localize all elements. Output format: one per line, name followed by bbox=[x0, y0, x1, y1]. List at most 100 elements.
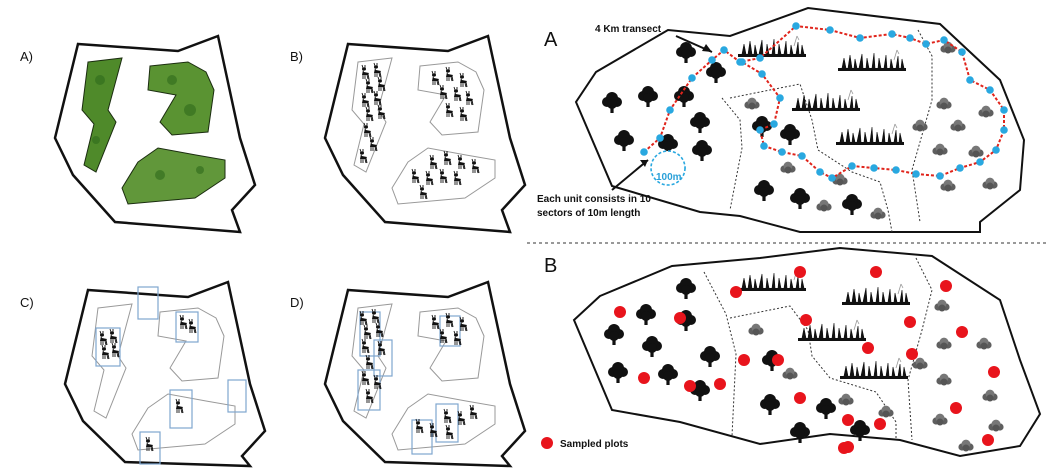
waypoint-dot bbox=[640, 148, 648, 156]
waypoint-dot bbox=[848, 162, 856, 170]
waypoint-dot bbox=[870, 164, 878, 172]
sampled-plots bbox=[614, 266, 1000, 454]
unit-arrow bbox=[611, 159, 649, 191]
sampled-plot-marker bbox=[874, 418, 886, 430]
sampled-plot-marker bbox=[714, 378, 726, 390]
map-b-label: B bbox=[544, 255, 557, 277]
scale-label: 100m bbox=[656, 172, 682, 183]
sampling-box bbox=[357, 311, 461, 455]
map-a: A 100m 4 Km transect bbox=[537, 6, 1026, 233]
sampling-box bbox=[95, 286, 247, 465]
sampled-plot-marker bbox=[842, 441, 854, 453]
panel-c: C) bbox=[20, 280, 267, 468]
waypoint-dot bbox=[906, 34, 914, 42]
sampled-plot-marker bbox=[842, 414, 854, 426]
sampled-plot-marker bbox=[800, 314, 812, 326]
sampled-plot-marker bbox=[862, 342, 874, 354]
unit-label-line2: sectors of 10m length bbox=[537, 208, 640, 219]
panel-c-label: C) bbox=[20, 295, 34, 310]
panel-d: D) bbox=[290, 280, 527, 468]
sampled-plot-marker bbox=[956, 326, 968, 338]
waypoint-dot bbox=[708, 56, 716, 64]
sampled-plot-marker bbox=[684, 380, 696, 392]
panel-a-label: A) bbox=[20, 49, 33, 64]
habitat-divider bbox=[729, 305, 897, 440]
panel-a: A) bbox=[20, 34, 257, 234]
waypoint-dot bbox=[758, 70, 766, 78]
forest-patch bbox=[121, 147, 226, 205]
map-b: B Sampled plots bbox=[541, 246, 1042, 458]
waypoint-dot bbox=[656, 134, 664, 142]
habitat-divider bbox=[721, 97, 743, 211]
landscape-boundary bbox=[574, 6, 1026, 233]
sampled-plot-marker bbox=[906, 348, 918, 360]
habitat-divider bbox=[729, 83, 893, 233]
sampled-plot-marker bbox=[614, 306, 626, 318]
waypoint-dot bbox=[738, 58, 746, 66]
waypoint-dot bbox=[666, 106, 674, 114]
waypoint-dot bbox=[826, 26, 834, 34]
sampled-plot-marker bbox=[674, 312, 686, 324]
transect-label: 4 Km transect bbox=[595, 24, 662, 35]
waypoint-dot bbox=[936, 172, 944, 180]
waypoint-dot bbox=[956, 164, 964, 172]
waypoint-dot bbox=[778, 148, 786, 156]
waypoint-dot bbox=[888, 30, 896, 38]
habitat-patch bbox=[157, 307, 225, 382]
unit-label-line1: Each unit consists in 10 bbox=[537, 194, 651, 205]
sampled-plot-marker bbox=[982, 434, 994, 446]
waypoint-dot bbox=[976, 158, 984, 166]
sampled-plot-marker bbox=[794, 392, 806, 404]
sampled-plot-marker bbox=[988, 366, 1000, 378]
sampled-plot-marker bbox=[940, 280, 952, 292]
sampled-plot-marker bbox=[730, 286, 742, 298]
habitat-patch bbox=[417, 307, 485, 382]
waypoint-dot bbox=[922, 40, 930, 48]
sampled-plot-marker bbox=[794, 266, 806, 278]
sampled-plot-marker bbox=[772, 354, 784, 366]
sampled-plot-marker bbox=[738, 354, 750, 366]
waypoint-dot bbox=[986, 86, 994, 94]
legend-label: Sampled plots bbox=[560, 439, 629, 450]
panel-b: B) bbox=[290, 34, 527, 234]
habitat-patch bbox=[391, 393, 496, 451]
sampled-plot-marker bbox=[950, 402, 962, 414]
arrow-head bbox=[640, 160, 648, 167]
transect-waypoints bbox=[640, 22, 1008, 182]
sampled-plot-marker bbox=[904, 316, 916, 328]
forest-patch bbox=[81, 57, 123, 173]
waypoint-dot bbox=[966, 76, 974, 84]
waypoint-dot bbox=[1000, 126, 1008, 134]
waypoint-dot bbox=[770, 120, 778, 128]
legend-plot-marker bbox=[541, 437, 553, 449]
waypoint-dot bbox=[816, 168, 824, 176]
waypoint-dot bbox=[958, 48, 966, 56]
waypoint-dot bbox=[776, 94, 784, 102]
waypoint-dot bbox=[892, 166, 900, 174]
waypoint-dot bbox=[856, 34, 864, 42]
sampled-plot-marker bbox=[870, 266, 882, 278]
panel-d-label: D) bbox=[290, 295, 304, 310]
waypoint-dot bbox=[992, 146, 1000, 154]
forest-patch bbox=[147, 61, 215, 136]
waypoint-dot bbox=[688, 74, 696, 82]
sampling-unit-circle bbox=[650, 150, 686, 186]
habitat-patch bbox=[391, 147, 496, 205]
waypoint-dot bbox=[1000, 106, 1008, 114]
waypoint-dot bbox=[798, 152, 806, 160]
landscape-boundary bbox=[572, 246, 1042, 458]
waypoint-dot bbox=[912, 170, 920, 178]
waypoint-dot bbox=[760, 142, 768, 150]
waypoint-dot bbox=[940, 36, 948, 44]
arrow-head bbox=[702, 44, 712, 52]
waypoint-dot bbox=[720, 46, 728, 54]
habitat-divider bbox=[703, 271, 737, 437]
habitat-divider bbox=[911, 29, 933, 223]
waypoint-dot bbox=[756, 126, 764, 134]
habitat-patch bbox=[131, 393, 236, 451]
map-a-label: A bbox=[544, 29, 558, 51]
waypoint-dot bbox=[792, 22, 800, 30]
panel-b-label: B) bbox=[290, 49, 303, 64]
waypoint-dot bbox=[756, 54, 764, 62]
